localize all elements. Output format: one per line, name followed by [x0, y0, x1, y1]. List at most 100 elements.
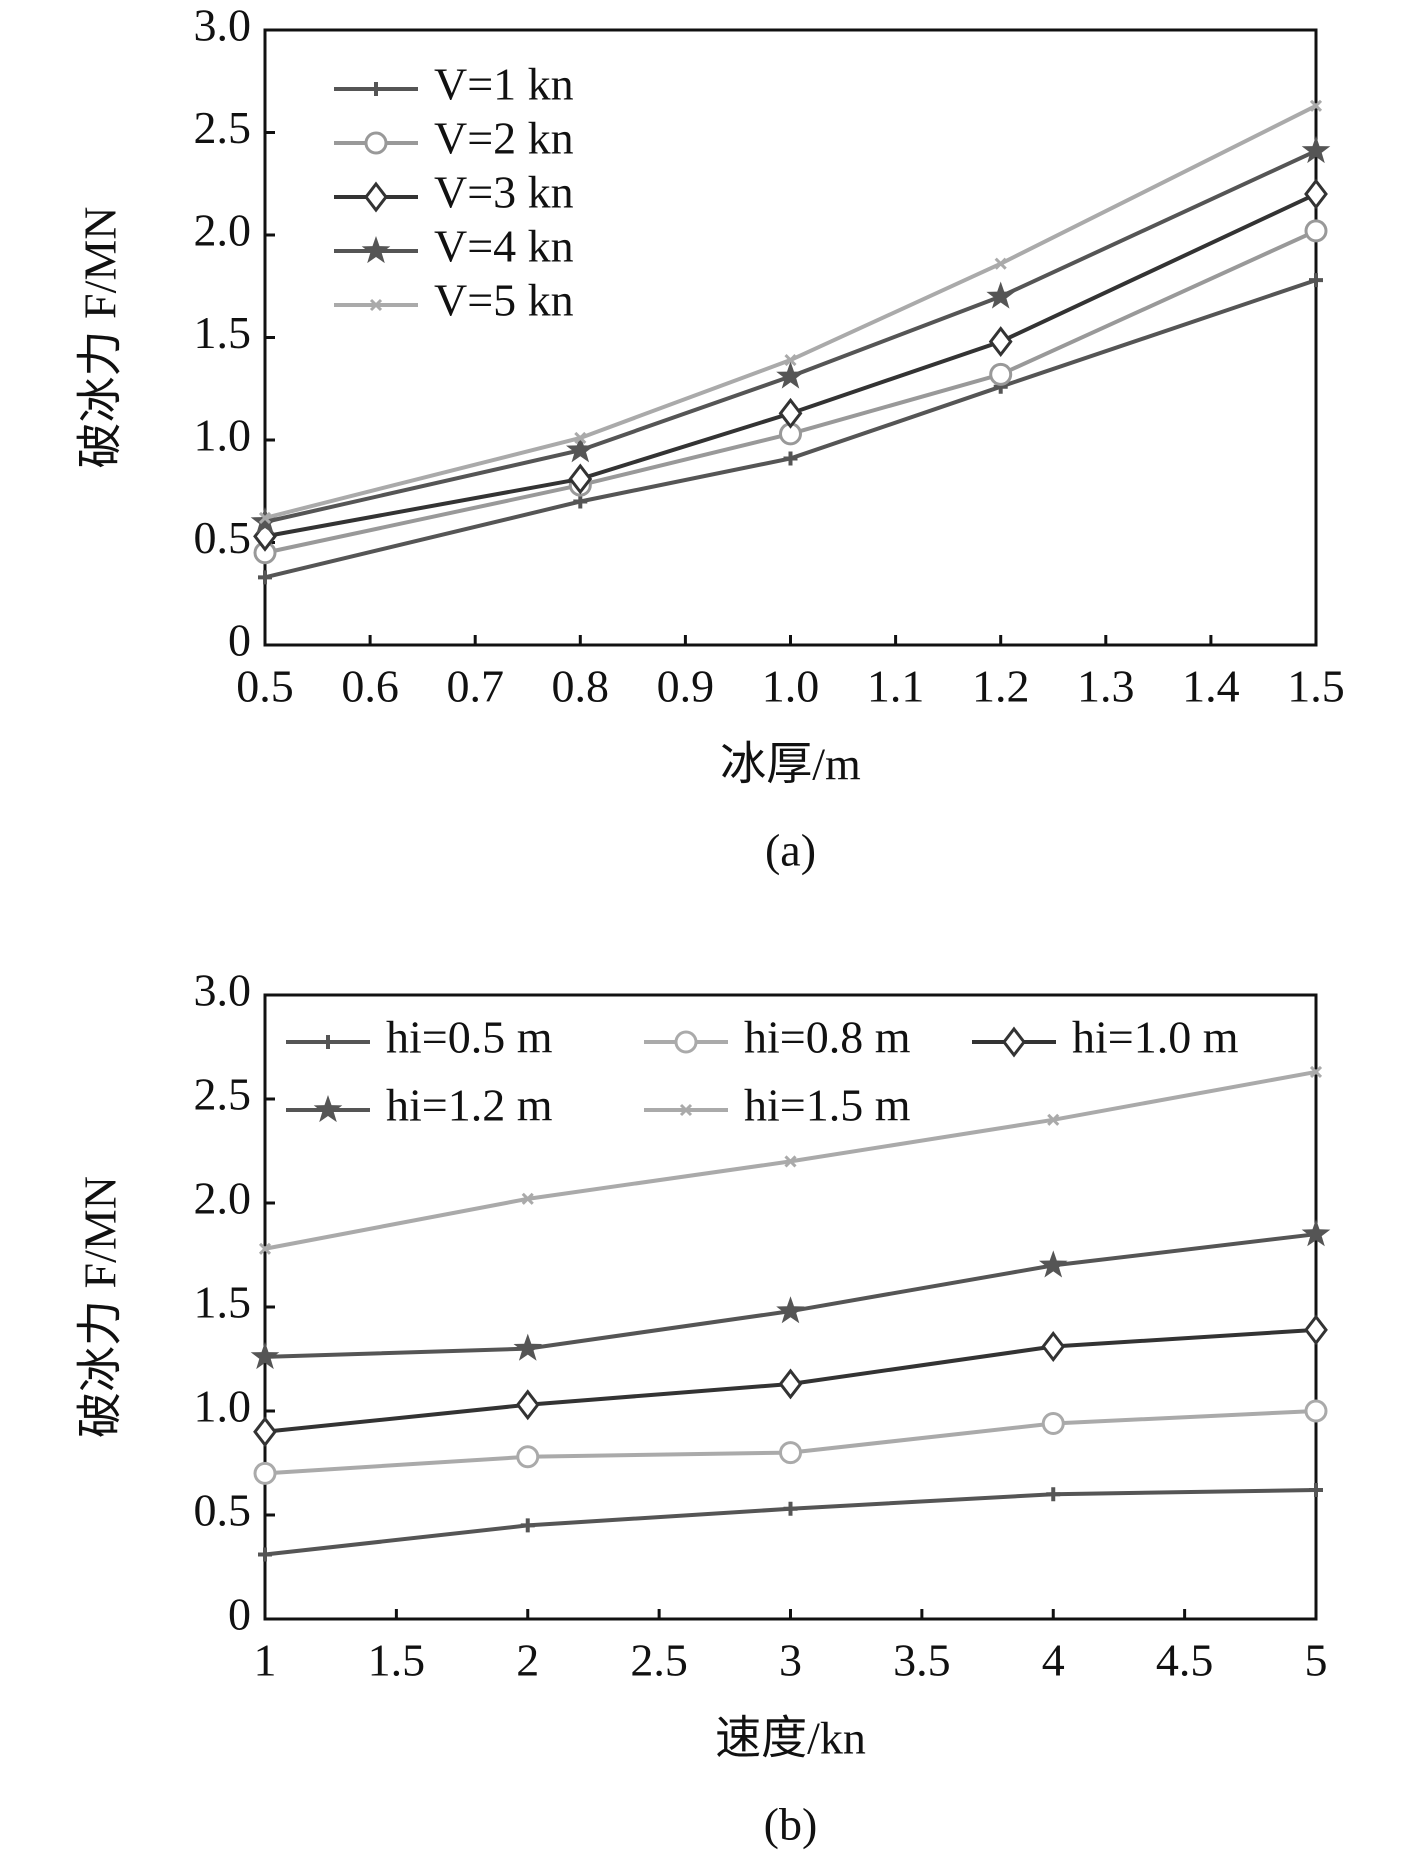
- x-tick-label: 1.0: [762, 661, 820, 712]
- x-tick-label: 1.2: [972, 661, 1030, 712]
- legend-marker: [361, 236, 391, 264]
- y-tick-label: 1.5: [194, 307, 252, 358]
- x-tick-label: 1.3: [1077, 661, 1135, 712]
- marker: [986, 281, 1015, 309]
- y-axis-label: 破冰力 F/MN: [75, 1176, 126, 1438]
- legend-marker: [364, 131, 388, 155]
- x-tick-label: 1.4: [1182, 661, 1240, 712]
- marker: [776, 1296, 805, 1324]
- marker: [250, 1341, 280, 1370]
- legend-label: hi=1.5 m: [744, 1080, 911, 1131]
- marker: [1309, 1065, 1323, 1079]
- marker: [520, 1518, 535, 1533]
- legend-label: hi=0.5 m: [386, 1012, 553, 1063]
- y-tick-label: 3.0: [194, 965, 252, 1016]
- legend-label: hi=0.8 m: [744, 1012, 911, 1063]
- marker: [515, 1389, 540, 1421]
- legend-label: V=1 kn: [434, 59, 574, 110]
- legend-marker: [1002, 1026, 1026, 1058]
- x-tick-label: 5: [1305, 1635, 1328, 1686]
- y-tick-label: 2.5: [194, 1069, 252, 1120]
- marker: [566, 435, 595, 463]
- x-tick-label: 3.5: [893, 1635, 951, 1686]
- legend-label: V=5 kn: [434, 275, 574, 326]
- x-tick-label: 1.5: [368, 1635, 426, 1686]
- marker: [1304, 1399, 1328, 1423]
- legend-marker: [679, 1103, 693, 1117]
- marker: [779, 1441, 802, 1465]
- marker: [784, 353, 797, 367]
- y-tick-label: 0: [228, 1589, 251, 1640]
- x-tick-label: 1.5: [1287, 661, 1345, 712]
- marker: [253, 1416, 277, 1448]
- marker: [573, 494, 588, 509]
- y-tick-label: 1.5: [194, 1277, 252, 1328]
- plot-frame: [263, 28, 1318, 647]
- legend-label: V=3 kn: [434, 167, 574, 218]
- y-tick-label: 1.0: [194, 410, 252, 461]
- legend-label: V=4 kn: [434, 221, 574, 272]
- marker: [776, 361, 805, 389]
- legend-marker: [364, 181, 388, 213]
- y-tick-label: 2.0: [194, 1173, 252, 1224]
- marker: [988, 326, 1013, 358]
- y-tick-label: 0.5: [194, 512, 252, 563]
- x-tick-label: 0.6: [341, 661, 399, 712]
- marker: [778, 397, 803, 429]
- caption: (b): [764, 1799, 818, 1850]
- marker: [258, 1242, 272, 1255]
- x-tick-label: 0.7: [446, 661, 504, 712]
- marker: [253, 1461, 277, 1485]
- x-tick-label: 2: [516, 1635, 539, 1686]
- marker: [516, 1445, 540, 1469]
- marker: [574, 431, 587, 445]
- marker: [1309, 1483, 1323, 1498]
- marker: [1041, 1331, 1066, 1362]
- y-tick-label: 0: [228, 615, 251, 666]
- marker: [258, 511, 272, 524]
- legend-marker: [674, 1030, 698, 1054]
- series-line: [264, 149, 1317, 524]
- legend-label: hi=1.2 m: [386, 1080, 553, 1131]
- legend-label: V=2 kn: [434, 113, 574, 164]
- marker: [1039, 1250, 1068, 1278]
- series-line: [264, 229, 1317, 555]
- y-tick-label: 0.5: [194, 1485, 252, 1536]
- x-tick-label: 0.9: [657, 661, 715, 712]
- series-line: [264, 1488, 1317, 1557]
- marker: [783, 451, 798, 466]
- marker: [1309, 273, 1323, 288]
- legend-marker: [369, 298, 383, 312]
- caption: (a): [765, 825, 816, 876]
- marker: [1304, 1314, 1328, 1346]
- x-tick-label: 2.5: [630, 1635, 688, 1686]
- marker: [250, 507, 280, 535]
- marker: [1304, 219, 1328, 243]
- x-tick-label: 0.8: [552, 661, 610, 712]
- y-tick-label: 2.5: [194, 102, 252, 153]
- marker: [1301, 135, 1331, 164]
- marker: [1041, 1411, 1065, 1435]
- y-axis-label: 破冰力 F/MN: [75, 207, 126, 469]
- legend-label: hi=1.0 m: [1072, 1012, 1239, 1063]
- marker: [1304, 178, 1328, 210]
- x-tick-label: 0.5: [236, 661, 294, 712]
- x-tick-label: 3: [779, 1635, 802, 1686]
- marker: [568, 463, 593, 495]
- x-axis-label: 冰厚/m: [720, 739, 861, 790]
- legend-marker: [369, 82, 383, 96]
- marker: [1309, 99, 1323, 112]
- y-tick-label: 3.0: [194, 0, 252, 51]
- x-tick-label: 4: [1042, 1635, 1065, 1686]
- marker: [784, 1155, 797, 1168]
- y-tick-label: 2.0: [194, 205, 252, 256]
- marker: [1301, 1219, 1331, 1247]
- x-tick-label: 1: [254, 1635, 277, 1686]
- marker: [258, 1547, 272, 1562]
- marker: [1046, 1487, 1061, 1502]
- legend-marker: [313, 1095, 343, 1123]
- marker: [1047, 1113, 1060, 1126]
- marker: [989, 362, 1013, 386]
- marker: [778, 1368, 803, 1400]
- marker: [258, 570, 272, 585]
